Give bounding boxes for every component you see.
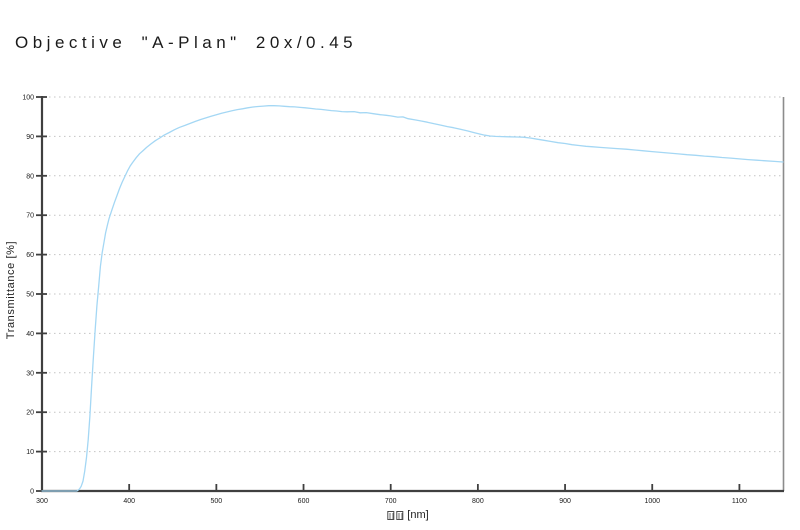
x-axis-title: [nm] bbox=[387, 509, 429, 521]
y-tick-label: 50 bbox=[26, 292, 34, 299]
x-tick-label: 400 bbox=[123, 498, 135, 505]
transmittance-curve bbox=[41, 105, 784, 492]
y-tick-label: 30 bbox=[26, 370, 34, 377]
y-tick-label: 20 bbox=[26, 410, 34, 417]
x-tick-label: 800 bbox=[472, 498, 484, 505]
x-tick-label: 500 bbox=[211, 498, 223, 505]
page-title: Objective "A-Plan" 20x/0.45 bbox=[15, 33, 358, 52]
y-tick-label: 100 bbox=[22, 95, 34, 102]
x-tick-label: 300 bbox=[36, 498, 48, 505]
x-tick-label: 1100 bbox=[732, 498, 747, 505]
y-tick-label: 90 bbox=[26, 134, 34, 141]
y-tick-label: 10 bbox=[26, 449, 34, 456]
y-tick-label: 80 bbox=[26, 173, 34, 180]
missing-glyph-icon bbox=[396, 510, 404, 520]
x-tick-label: 900 bbox=[559, 498, 571, 505]
y-tick-label: 60 bbox=[26, 252, 34, 259]
x-tick-label: 1000 bbox=[644, 498, 660, 505]
y-tick-label: 0 bbox=[30, 489, 34, 496]
y-axis-title: Transmittance [%] bbox=[5, 240, 17, 340]
missing-glyph-icon bbox=[387, 510, 395, 520]
x-axis-unit-label: [nm] bbox=[407, 509, 429, 521]
x-tick-label: 700 bbox=[385, 498, 397, 505]
y-tick-label: 40 bbox=[26, 331, 34, 338]
y-tick-label: 70 bbox=[26, 213, 34, 220]
x-tick-label: 600 bbox=[298, 498, 310, 505]
